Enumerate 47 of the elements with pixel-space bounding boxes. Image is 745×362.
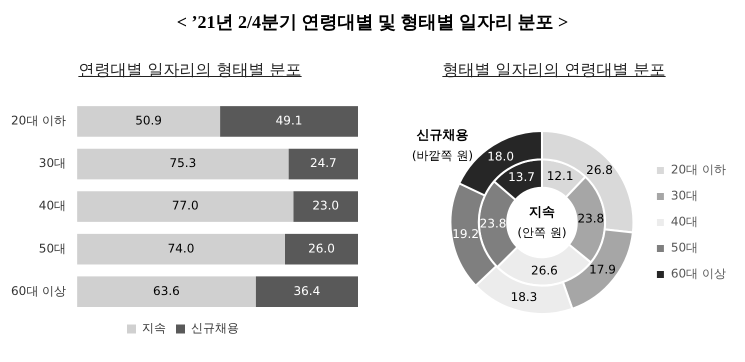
slice-label: 지속 (안쪽 원) [517,204,567,240]
legend-label: 20대 이하 [670,162,726,177]
data-label: 23.0 [312,198,340,213]
legend-label: 신규채용 [191,321,239,336]
bar [77,191,294,222]
data-label: 36.4 [294,284,320,298]
legend-label: 60대 이상 [670,266,726,281]
y-tick-label: 40대 [38,198,66,213]
data-label: 24.7 [310,156,337,170]
bar [77,148,289,180]
data-label: 23.8 [480,216,506,230]
chart-subtitle: 연령대별 일자리의 형태별 분포 [77,60,303,81]
data-label: 26.0 [308,241,335,256]
y-tick-label: 60대 이상 [10,284,66,298]
bar [77,106,220,137]
bar [77,234,285,264]
slice-label: 신규채용 (바깥쪽 원) [412,128,474,163]
data-label: 18.3 [510,290,538,304]
bar [293,191,358,222]
data-label: 49.1 [276,114,302,128]
data-label: 18.0 [487,149,514,164]
bar [256,276,358,308]
legend-label: 50대 [670,240,698,255]
bar [288,148,358,180]
data-label: 26.6 [531,264,558,278]
data-label: 77.0 [172,198,199,213]
chart-title: < ’21년 2/4분기 연령대별 및 형태별 일자리 분포 > [176,11,570,34]
data-label: 63.6 [153,284,180,298]
data-label: 13.7 [508,170,535,184]
data-label: 50.9 [135,114,162,128]
y-tick-label: 20대 이하 [10,114,66,128]
data-label: 75.3 [169,156,196,170]
bar [77,276,256,308]
legend-label: 40대 [670,214,698,229]
data-label: 26.8 [586,163,613,178]
data-label: 17.9 [589,262,616,277]
legend-label: 지속 [142,321,166,336]
chart-subtitle: 형태별 일자리의 연령대별 분포 [441,60,667,81]
y-tick-label: 30대 [38,156,66,170]
data-label: 12.1 [546,169,574,184]
bar [284,234,358,264]
data-label: 23.8 [577,212,604,226]
data-label: 19.2 [452,226,479,241]
bar [220,106,358,137]
legend-label: 30대 [670,188,698,203]
data-label: 74.0 [168,241,194,256]
y-tick-label: 50대 [38,241,66,256]
